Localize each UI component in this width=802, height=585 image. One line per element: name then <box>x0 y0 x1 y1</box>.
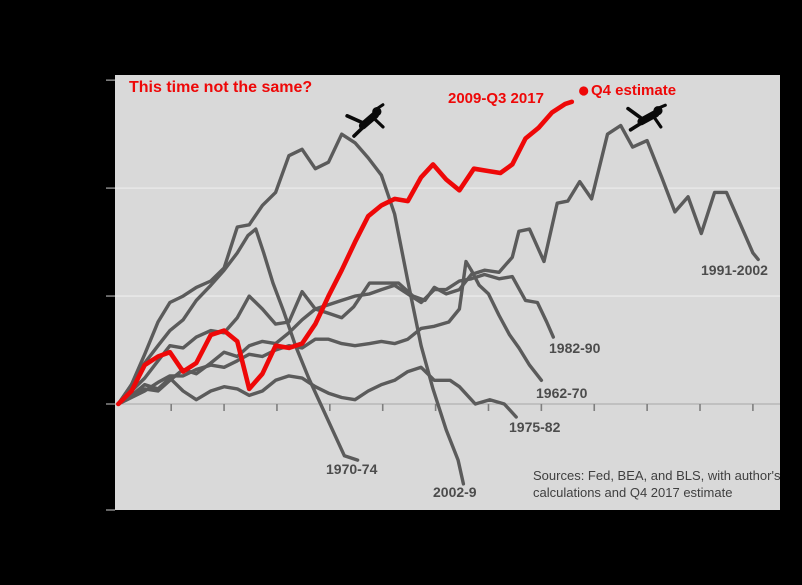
annotation-this-time-not-the-same: This time not the same? <box>129 79 313 96</box>
series-label-2009-q3-2017: 2009-Q3 2017 <box>448 90 544 107</box>
series-label-1991-2002: 1991-2002 <box>701 262 768 278</box>
series-label-2002-9: 2002-9 <box>433 484 477 500</box>
sources-note-line2: calculations and Q4 2017 estimate <box>533 485 733 500</box>
series-label-q4-estimate: Q4 estimate <box>591 82 677 99</box>
sources-note-line1: Sources: Fed, BEA, and BLS, with author'… <box>533 468 781 483</box>
series-label-1982-90: 1982-90 <box>549 340 601 356</box>
series-label-1962-70: 1962-70 <box>536 385 588 401</box>
series-label-1970-74: 1970-74 <box>326 461 378 477</box>
series-label-1975-82: 1975-82 <box>509 419 561 435</box>
